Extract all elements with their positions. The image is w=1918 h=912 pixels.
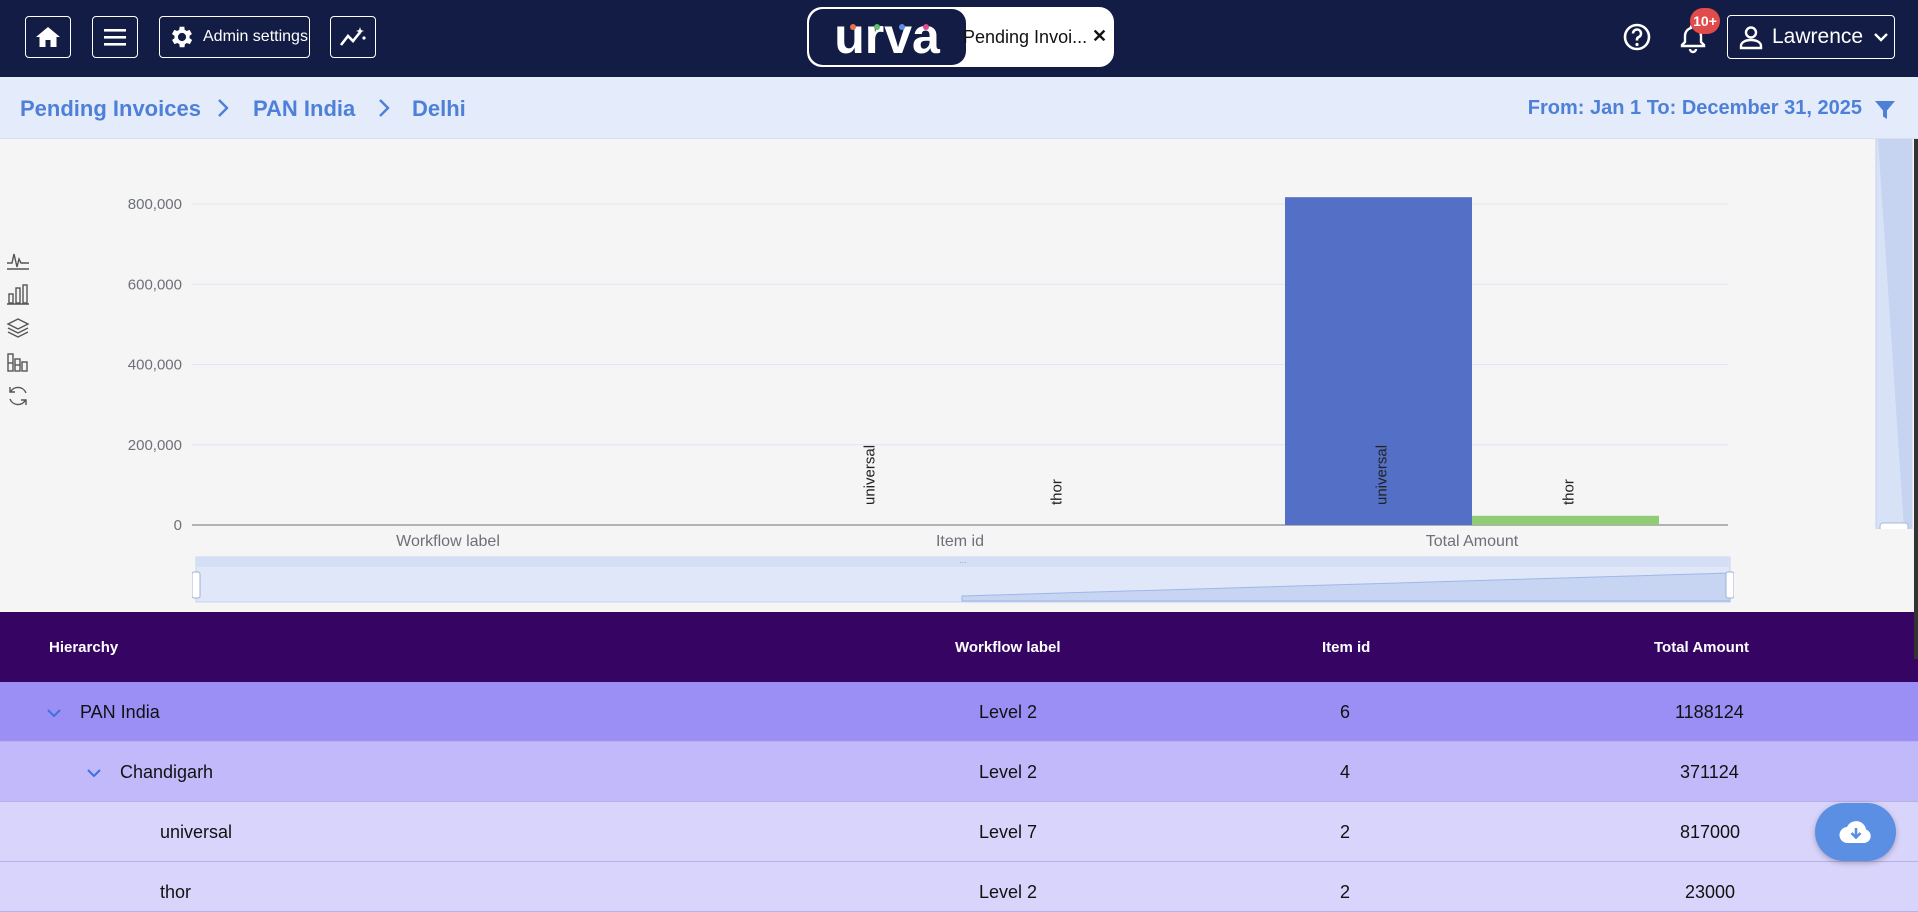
- row-total: 371124: [1680, 762, 1739, 782]
- chart-panel: 0 200,000 400,000 600,000 800,000 Workflow la…: [0, 139, 1918, 612]
- bar-data-label: universal: [1374, 445, 1391, 505]
- home-button[interactable]: [25, 16, 71, 58]
- y-tick-label: 600,000: [128, 276, 182, 293]
- download-button[interactable]: [1815, 803, 1896, 861]
- row-item-id: 2: [1340, 822, 1351, 842]
- table-row[interactable]: PAN India Level 2 6 1188124: [0, 682, 1918, 742]
- y-tick-label: 400,000: [128, 357, 182, 374]
- row-item-id: 2: [1340, 882, 1351, 902]
- row-item-id: 6: [1340, 702, 1351, 722]
- menu-button[interactable]: [92, 16, 138, 58]
- vertical-zoom-slider[interactable]: [1874, 139, 1914, 529]
- column-header-hierarchy[interactable]: Hierarchy: [49, 639, 119, 656]
- zoom-handle[interactable]: [1879, 522, 1909, 529]
- table-row[interactable]: Chandigarh Level 2 4 371124: [0, 742, 1918, 802]
- y-tick-label: 200,000: [128, 437, 182, 454]
- y-tick-label: 0: [174, 517, 182, 534]
- line-chart-icon[interactable]: [6, 248, 30, 272]
- menu-icon: [104, 29, 126, 46]
- table-row[interactable]: universal Level 7 2 817000: [0, 802, 1918, 862]
- admin-settings-button[interactable]: Admin settings: [159, 16, 310, 58]
- y-tick-label: 800,000: [128, 196, 182, 213]
- zoom-start-handle[interactable]: [192, 571, 201, 599]
- top-navigation-bar: Admin settings urva Pending Invoi... ✕ 1…: [0, 0, 1918, 77]
- row-hierarchy: universal: [160, 822, 233, 842]
- bar-data-label: thor: [1561, 479, 1578, 505]
- row-hierarchy: PAN India: [80, 702, 160, 722]
- column-header-workflow-label[interactable]: Workflow label: [955, 639, 1061, 656]
- chevron-down-icon: [1874, 33, 1888, 42]
- user-name: Lawrence: [1772, 25, 1864, 48]
- active-tab[interactable]: urva Pending Invoi... ✕: [806, 6, 1115, 68]
- notification-badge: 10+: [1690, 8, 1720, 34]
- tab-pending-invoices[interactable]: Pending Invoi...: [963, 27, 1088, 47]
- analytics-button[interactable]: [330, 16, 376, 58]
- row-hierarchy: Chandigarh: [120, 762, 214, 782]
- horizontal-zoom-slider[interactable]: ⋯: [192, 555, 1734, 604]
- chevron-down-icon[interactable]: [85, 764, 103, 782]
- column-header-total-amount[interactable]: Total Amount: [1654, 639, 1749, 656]
- bar-universal: [1285, 197, 1472, 525]
- breadcrumb-item-pan-india[interactable]: PAN India: [253, 96, 356, 121]
- filter-icon[interactable]: [1873, 98, 1897, 122]
- bar-chart: 0 200,000 400,000 600,000 800,000 Workflow la…: [128, 196, 1728, 550]
- logo-text: urva: [834, 9, 941, 64]
- admin-settings-label: Admin settings: [203, 28, 308, 45]
- tiled-icon[interactable]: [6, 350, 30, 374]
- bar-data-label: universal: [862, 445, 879, 505]
- row-item-id: 4: [1340, 762, 1351, 782]
- row-total: 1188124: [1675, 702, 1744, 722]
- page-scrollbar[interactable]: [1914, 139, 1918, 659]
- row-workflow: Level 2: [979, 882, 1038, 902]
- chevron-right-icon: [218, 99, 229, 117]
- row-workflow: Level 7: [979, 822, 1038, 842]
- x-tick-label: Total Amount: [1426, 533, 1519, 550]
- gear-icon: [171, 26, 193, 48]
- cloud-download-icon: [1838, 821, 1871, 844]
- help-icon[interactable]: [1620, 20, 1654, 54]
- date-range[interactable]: From: Jan 1 To: December 31, 2025: [1527, 97, 1862, 119]
- x-tick-label: Workflow label: [396, 533, 500, 550]
- row-hierarchy: thor: [160, 882, 192, 902]
- zoom-end-handle[interactable]: [1725, 571, 1734, 599]
- bar-data-label: thor: [1049, 479, 1066, 505]
- refresh-icon[interactable]: [6, 384, 30, 408]
- table-row[interactable]: thor Level 2 2 23000: [0, 862, 1918, 912]
- breadcrumb: Pending Invoices PAN India Delhi From: J…: [0, 77, 1918, 139]
- chevron-right-icon: [379, 99, 390, 117]
- table-header: Hierarchy Workflow label Item id Total A…: [0, 612, 1918, 682]
- stack-icon[interactable]: [6, 316, 30, 340]
- close-tab-icon[interactable]: ✕: [1092, 26, 1108, 46]
- row-workflow: Level 2: [979, 762, 1038, 782]
- row-total: 817000: [1680, 822, 1741, 842]
- user-icon: [1739, 26, 1763, 50]
- hierarchy-table: Hierarchy Workflow label Item id Total A…: [0, 612, 1918, 912]
- row-total: 23000: [1685, 882, 1736, 902]
- breadcrumb-item-pending-invoices[interactable]: Pending Invoices: [20, 96, 201, 121]
- row-workflow: Level 2: [979, 702, 1038, 722]
- bar-thor: [1472, 515, 1659, 525]
- svg-text:⋯: ⋯: [959, 558, 967, 567]
- user-menu-button[interactable]: Lawrence: [1727, 15, 1895, 59]
- urva-logo: urva: [809, 8, 966, 65]
- column-header-item-id[interactable]: Item id: [1322, 639, 1371, 656]
- home-icon: [36, 27, 60, 47]
- bar-chart-icon[interactable]: [6, 282, 30, 306]
- analytics-icon: [339, 27, 366, 46]
- breadcrumb-item-delhi[interactable]: Delhi: [412, 96, 466, 121]
- x-tick-label: Item id: [936, 533, 984, 550]
- chevron-down-icon[interactable]: [45, 704, 63, 722]
